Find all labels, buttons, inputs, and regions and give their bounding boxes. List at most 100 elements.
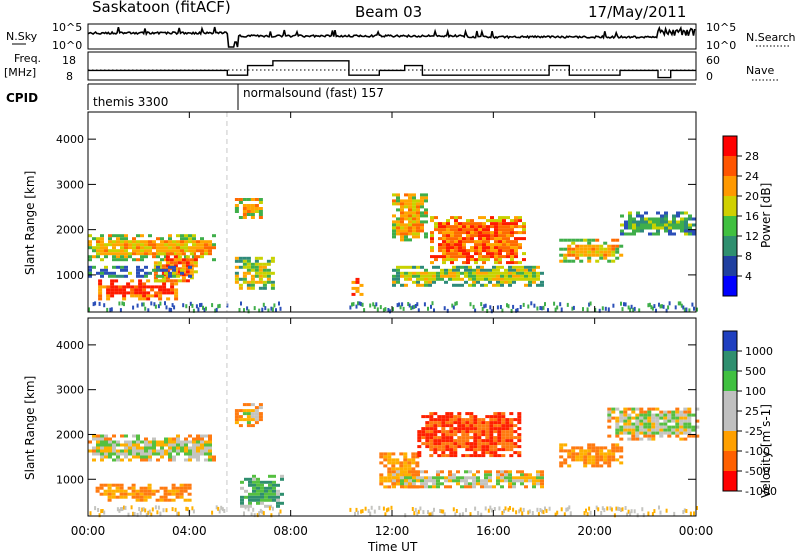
velocity-ground-scatter (588, 506, 591, 511)
power-cell-11 (620, 214, 624, 218)
velocity-cell-3 (280, 501, 284, 505)
power-cell-9 (496, 277, 500, 281)
velocity-cell-8 (647, 422, 652, 426)
power-cell-9 (416, 271, 420, 275)
velocity-ground-scatter (217, 506, 220, 511)
power-cell-5 (234, 265, 239, 269)
xaxis-label: Time UT (367, 540, 418, 554)
power-cell-9 (496, 265, 500, 269)
velocity-cell-3 (276, 498, 280, 502)
beam-title: Beam 03 (355, 3, 422, 21)
power-cell-0 (156, 237, 160, 241)
velocity-cell-5 (469, 427, 474, 431)
velocity-cell-3 (280, 477, 284, 481)
velocity-cell-6 (536, 482, 540, 486)
power-cbar-swatch (723, 176, 737, 196)
power-cell-1 (98, 297, 103, 301)
power-cell-0 (88, 240, 92, 244)
velocity-ground-scatter (157, 505, 160, 510)
power-cell-8 (494, 225, 498, 229)
velocity-ground-scatter (147, 510, 150, 515)
velocity-cell-1 (139, 498, 144, 502)
station-title: Saskatoon (fitACF) (92, 0, 231, 16)
velocity-cell-5 (477, 436, 482, 440)
velocity-cell-5 (485, 436, 490, 440)
freq-label: Freq. (14, 52, 41, 65)
velocity-cell-6 (500, 479, 504, 483)
power-cell-8 (434, 216, 438, 220)
power-ground-scatter (612, 303, 615, 308)
velocity-cell-0 (192, 437, 196, 441)
power-cell-5 (246, 271, 251, 275)
power-cell-8 (478, 255, 482, 259)
velocity-cell-7 (571, 449, 576, 453)
velocity-cell-7 (559, 443, 564, 447)
power-cell-8 (466, 219, 470, 223)
power-cell-9 (424, 283, 428, 287)
velocity-cell-5 (517, 436, 522, 440)
velocity-cell-5 (473, 448, 478, 452)
velocity-cell-0 (188, 452, 192, 456)
velocity-cell-8 (679, 410, 684, 414)
velocity-cell-6 (540, 479, 544, 483)
power-ylabel: Slant Range [km] (23, 171, 37, 275)
velocity-cell-8 (667, 425, 672, 429)
power-cell-8 (506, 225, 510, 229)
velocity-cell-1 (111, 495, 116, 499)
velocity-cell-8 (655, 428, 660, 432)
velocity-cell-4 (411, 458, 416, 462)
power-cell-0 (144, 243, 148, 247)
power-cell-7 (412, 217, 416, 221)
power-ground-scatter (103, 303, 106, 308)
power-cell-8 (458, 249, 462, 253)
power-cell-11 (624, 232, 628, 236)
power-cell-11 (640, 226, 644, 230)
velocity-cell-5 (425, 415, 430, 419)
power-cell-1 (146, 297, 151, 301)
power-cell-1 (130, 288, 135, 292)
power-cell-9 (540, 283, 544, 287)
power-cell-8 (462, 252, 466, 256)
velocity-cell-2 (246, 403, 251, 407)
power-cell-11 (636, 214, 640, 218)
power-ground-scatter (604, 306, 607, 311)
velocity-ground-scatter (218, 509, 221, 514)
power-ground-scatter (633, 306, 636, 311)
velocity-cell-1 (159, 495, 164, 499)
velocity-cell-7 (587, 452, 592, 456)
velocity-cell-8 (631, 437, 636, 441)
velocity-cell-3 (248, 495, 252, 499)
power-cell-8 (506, 243, 510, 247)
velocity-cell-8 (679, 431, 684, 435)
power-cell-5 (246, 265, 251, 269)
velocity-ground-scatter (609, 506, 612, 511)
power-cell-0 (208, 252, 212, 256)
power-cell-11 (636, 223, 640, 227)
velocity-cell-5 (509, 418, 514, 422)
power-cell-2 (169, 252, 174, 256)
velocity-cell-4 (395, 476, 400, 480)
power-cell-9 (424, 271, 428, 275)
n-sky-label: N.Sky (6, 30, 38, 43)
velocity-cell-6 (476, 470, 480, 474)
velocity-cell-4 (379, 482, 384, 486)
power-cell-5 (250, 280, 255, 284)
power-cell-0 (116, 252, 120, 256)
velocity-cell-8 (687, 416, 692, 420)
power-cell-8 (470, 225, 474, 229)
power-cell-5 (270, 286, 275, 290)
velocity-cell-0 (160, 452, 164, 456)
power-cell-8 (450, 243, 454, 247)
velocity-ground-scatter (528, 509, 531, 514)
power-cell-5 (238, 286, 243, 290)
power-cell-0 (100, 249, 104, 253)
power-cell-9 (492, 283, 496, 287)
velocity-cell-4 (387, 470, 392, 474)
power-cell-8 (438, 225, 442, 229)
power-cell-5 (270, 280, 275, 284)
velocity-cell-5 (453, 430, 458, 434)
velocity-cell-6 (512, 482, 516, 486)
power-cell-8 (450, 240, 454, 244)
power-cell-8 (490, 255, 494, 259)
velocity-cell-4 (387, 479, 392, 483)
